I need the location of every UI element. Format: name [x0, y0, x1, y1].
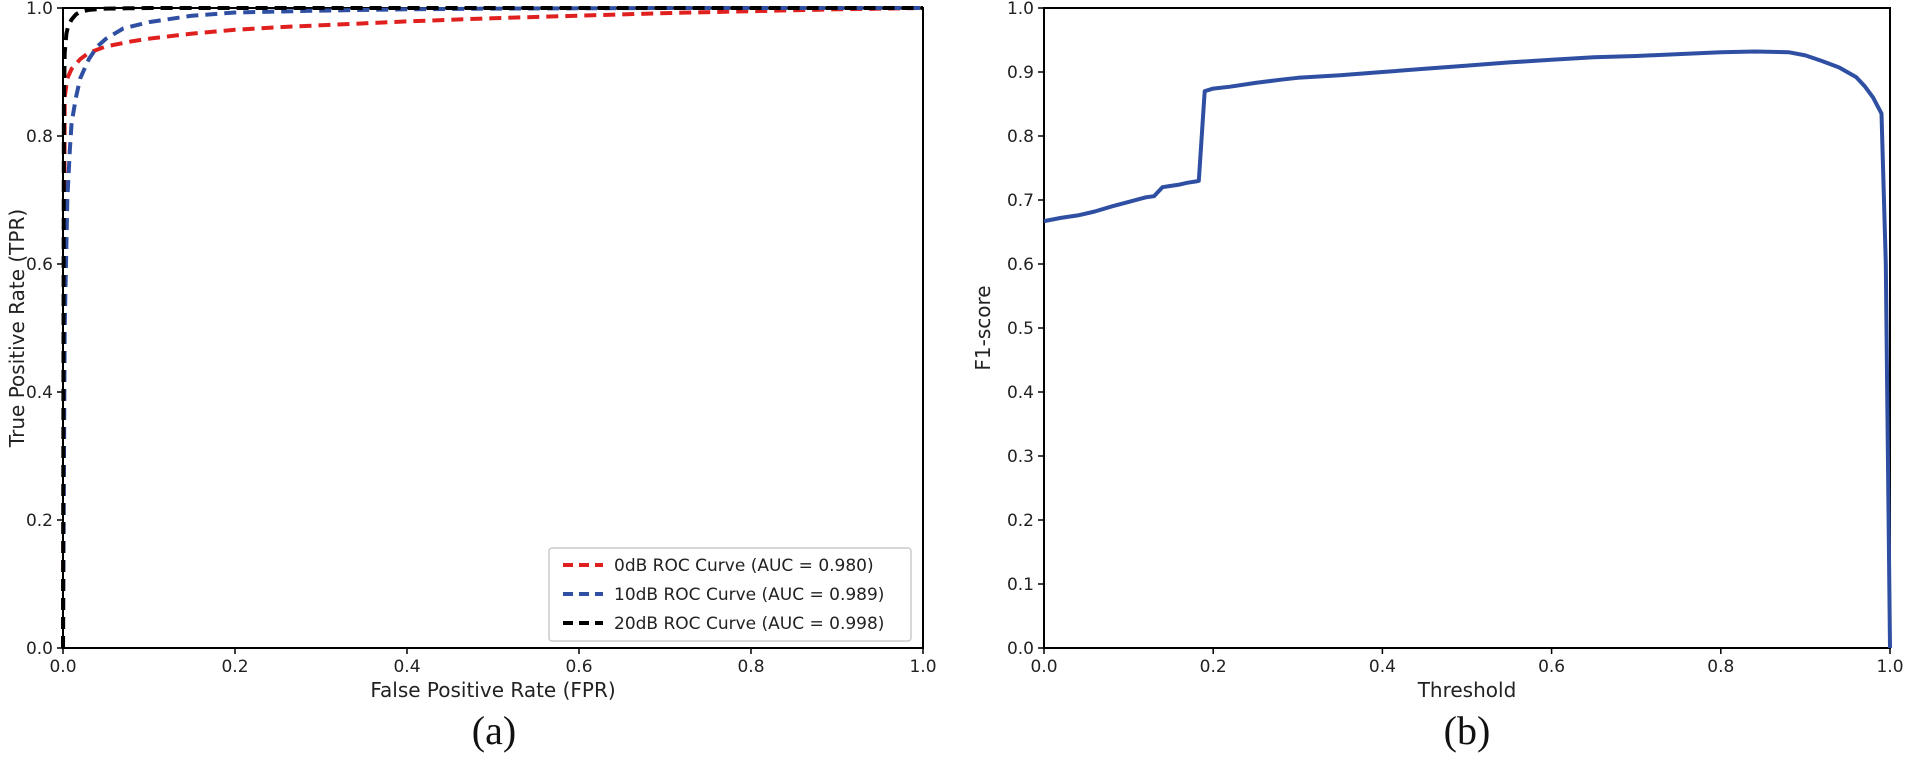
- f1-y-tick-label: 0.8: [1007, 127, 1034, 147]
- roc-x-ticks: 0.0 0.2 0.4 0.6 0.8 1.0: [49, 648, 937, 677]
- f1-x-tick-label: 1.0: [1876, 657, 1903, 677]
- f1-y-tick-label: 0.9: [1007, 63, 1034, 83]
- roc-series-group: [61, 6, 924, 649]
- f1-x-axis-title: Threshold: [1417, 678, 1517, 702]
- f1-y-tick-label: 0.2: [1007, 511, 1034, 531]
- f1-series-line-0: [1043, 49, 1892, 649]
- roc-y-axis-title: True Positive Rate (TPR): [5, 209, 29, 448]
- f1-series-group: [1043, 49, 1892, 649]
- f1-x-tick-label: 0.6: [1538, 657, 1565, 677]
- roc-x-tick-label: 0.2: [221, 657, 248, 677]
- f1-y-tick-label: 1.0: [1007, 0, 1034, 19]
- roc-legend: 0dB ROC Curve (AUC = 0.980) 10dB ROC Cur…: [548, 547, 912, 642]
- roc-y-tick-label: 0.6: [26, 255, 53, 275]
- roc-y-tick-label: 1.0: [26, 0, 53, 19]
- roc-y-tick-label: 0.2: [26, 511, 53, 531]
- f1-plot-frame: [1043, 7, 1891, 649]
- roc-x-tick-label: 0.8: [737, 657, 764, 677]
- roc-legend-label-0db: 0dB ROC Curve (AUC = 0.980): [614, 556, 874, 576]
- roc-x-tick-label: 1.0: [909, 657, 936, 677]
- roc-legend-box: [548, 547, 912, 642]
- roc-legend-label-10db: 10dB ROC Curve (AUC = 0.989): [614, 585, 884, 605]
- roc-y-tick-label: 0.4: [26, 383, 53, 403]
- f1-x-tick-label: 0.4: [1369, 657, 1396, 677]
- f1-x-tick-label: 0.2: [1200, 657, 1227, 677]
- f1-y-ticks: 0.0 0.1 0.2 0.3 0.4 0.5 0.6 0.7 0.8 0.9 1.0: [1007, 0, 1044, 659]
- f1-y-tick-label: 0.5: [1007, 319, 1034, 339]
- f1-y-tick-label: 0.6: [1007, 255, 1034, 275]
- roc-x-tick-label: 0.4: [393, 657, 420, 677]
- f1-y-tick-label: 0.3: [1007, 447, 1034, 467]
- roc-x-tick-label: 0.0: [49, 657, 76, 677]
- f1-chart: 0.0 0.2 0.4 0.6 0.8 1.0 0.0 0.1 0.2 0.3 0.4 0.5 0.6…: [971, 0, 1904, 753]
- f1-y-tick-label: 0.7: [1007, 191, 1034, 211]
- caption-b: (b): [1444, 708, 1491, 753]
- roc-series-line-2: [61, 6, 923, 649]
- roc-legend-label-20db: 20dB ROC Curve (AUC = 0.998): [614, 614, 884, 634]
- roc-series-line-0: [61, 6, 924, 649]
- f1-x-ticks: 0.0 0.2 0.4 0.6 0.8 1.0: [1030, 648, 1904, 677]
- f1-y-tick-label: 0.0: [1007, 639, 1034, 659]
- f1-y-tick-label: 0.4: [1007, 383, 1034, 403]
- f1-y-axis-title: F1-score: [971, 285, 995, 370]
- roc-y-tick-label: 0.8: [26, 127, 53, 147]
- f1-y-tick-label: 0.1: [1007, 575, 1034, 595]
- roc-y-tick-label: 0.0: [26, 639, 53, 659]
- roc-x-axis-title: False Positive Rate (FPR): [370, 678, 615, 702]
- roc-y-ticks: 0.0 0.2 0.4 0.6 0.8 1.0: [26, 0, 63, 659]
- roc-chart: 0.0 0.2 0.4 0.6 0.8 1.0 0.0 0.2 0.4 0.6 0.8 1.0 Fa…: [5, 0, 937, 753]
- f1-x-tick-label: 0.8: [1707, 657, 1734, 677]
- roc-series-line-1: [61, 6, 923, 649]
- caption-a: (a): [472, 708, 516, 753]
- roc-x-tick-label: 0.6: [565, 657, 592, 677]
- f1-x-tick-label: 0.0: [1030, 657, 1057, 677]
